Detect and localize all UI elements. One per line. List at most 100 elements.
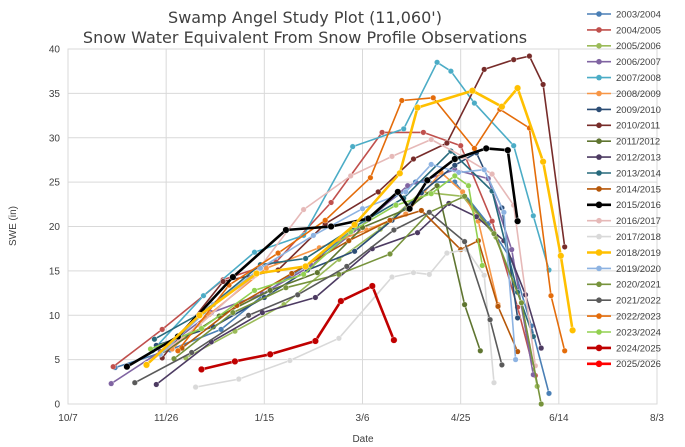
legend-label: 2006/2007 [616,57,661,68]
data-point [561,347,568,354]
data-point [426,271,433,278]
data-point [108,380,115,387]
data-point [251,287,258,294]
data-point [379,129,386,136]
data-point [557,252,565,260]
data-point [294,291,301,298]
data-point [387,250,394,257]
data-point [245,312,252,319]
series-2020-2021 [170,193,545,408]
data-point [251,249,258,256]
legend-swatch-marker [596,138,602,144]
data-point [443,250,450,257]
axes: 0 5 10 15 20 25 30 35 40 10/7 11/26 1/15 3/6 4/25 6/14… [49,45,665,425]
data-point [495,303,502,310]
legend-label: 2017/2018 [616,232,661,243]
y-tick-label: 25 [49,178,61,189]
data-point [310,232,317,239]
data-point [530,212,537,219]
data-point [461,193,468,200]
data-point [500,209,507,216]
legend-item: 2006/2007 [587,57,661,68]
data-point [540,81,547,88]
series-line [134,211,503,384]
data-point [498,103,506,111]
data-point [548,292,555,299]
data-point [477,347,484,354]
data-point [151,336,158,343]
data-point [198,325,205,332]
data-point [482,144,490,152]
series-2021-2022 [131,209,505,386]
legend-swatch-marker [596,170,602,176]
data-point [434,59,441,66]
data-point [479,262,486,269]
legend-label: 2014/2015 [616,184,661,195]
data-point [328,199,335,206]
data-point [414,104,422,112]
legend-swatch-marker [595,344,603,352]
data-point [491,230,498,237]
legend-item: 2018/2019 [587,248,661,259]
data-point [394,188,402,196]
data-point [481,66,488,73]
data-point [192,384,199,391]
data-point [471,100,478,107]
legend-item: 2014/2015 [587,184,661,195]
data-point [468,87,476,95]
data-point [428,136,435,143]
series-2016-2017 [143,136,539,369]
data-point [414,229,421,236]
legend-swatch-marker [596,90,602,97]
legend-item: 2024/2025 [587,343,661,354]
legend-label: 2024/2025 [616,343,661,354]
legend-swatch-marker [596,329,602,335]
legend-swatch-marker [596,154,602,160]
y-tick-label: 15 [49,266,61,277]
data-point [398,97,405,104]
legend-swatch-marker [596,58,602,65]
data-point [345,237,352,244]
data-point [451,155,459,163]
data-point [489,171,496,178]
legend-swatch-marker [596,122,602,129]
data-point [538,345,545,352]
data-point [423,176,431,184]
data-point [252,270,260,278]
data-point [110,363,117,370]
data-point [343,263,350,270]
data-point [131,379,138,386]
legend-label: 2022/2023 [616,312,661,323]
data-point [266,350,274,358]
legend: 2003/2004 2004/2005 2005/2006 2006/2007 2007… [587,9,661,370]
legend-swatch-marker [596,233,602,240]
legend-swatch-marker [596,217,602,224]
data-point [538,401,545,408]
y-tick-label: 0 [54,400,60,411]
data-point [188,349,195,356]
legend-item: 2011/2012 [587,137,660,148]
data-point [498,361,505,368]
legend-item: 2022/2023 [587,312,661,323]
data-point [518,299,525,306]
data-point [142,361,150,369]
legend-label: 2021/2022 [616,296,661,307]
data-point [288,270,295,277]
legend-item: 2003/2004 [587,9,661,20]
data-point [311,337,319,345]
data-point [195,311,203,319]
legend-label: 2003/2004 [616,9,661,20]
legend-label: 2015/2016 [616,200,661,211]
data-point [364,214,372,222]
data-point [220,278,227,285]
legend-item: 2012/2013 [587,153,661,164]
data-point [455,169,462,176]
data-point [510,142,517,149]
data-point [430,94,437,101]
data-point [465,182,472,189]
data-point [275,250,282,257]
legend-item: 2009/2010 [587,105,661,116]
data-point [267,287,274,294]
data-point [375,188,382,195]
